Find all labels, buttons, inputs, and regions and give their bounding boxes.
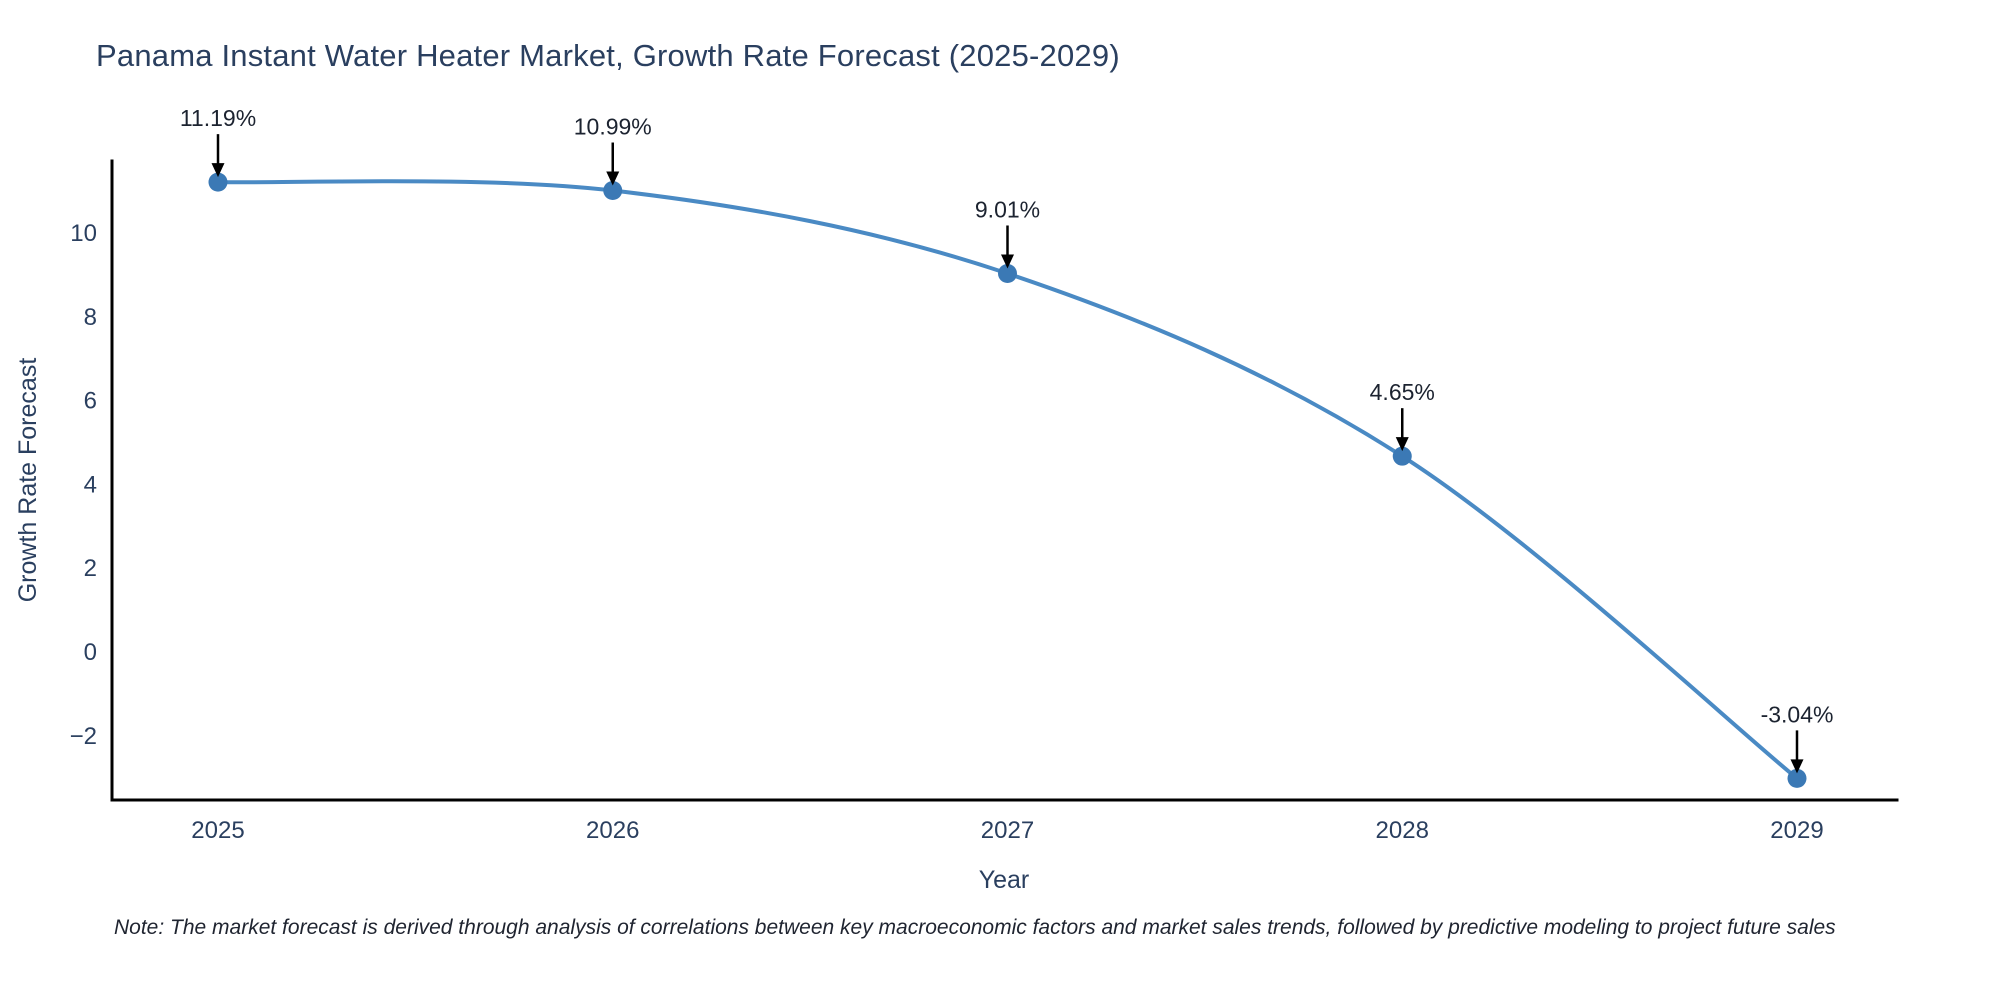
data-point-2026	[603, 181, 623, 201]
y-tick-label: −2	[70, 723, 97, 750]
data-point-markers	[208, 172, 1807, 788]
y-tick-label: 2	[84, 555, 97, 582]
x-axis-tick-labels: 2025 2026 2027 2028 2029	[191, 817, 1823, 844]
annotation-2029: -3.04%	[1761, 701, 1834, 774]
annotation-arrowhead-icon	[606, 171, 620, 186]
data-point-2029	[1787, 768, 1807, 788]
y-tick-label: 0	[84, 639, 97, 666]
y-tick-label: 10	[70, 220, 97, 247]
y-tick-label: 8	[84, 304, 97, 331]
x-tick-label: 2028	[1376, 817, 1429, 844]
x-tick-label: 2025	[191, 817, 244, 844]
series-line	[216, 179, 1799, 781]
annotation-label: 11.19%	[180, 105, 256, 131]
point-annotations: 11.19% 10.99% 9.01% 4.65% -3.04%	[180, 105, 1834, 774]
x-axis-title: Year	[979, 866, 1030, 894]
x-tick-label: 2026	[586, 817, 639, 844]
annotation-arrowhead-icon	[1001, 254, 1014, 269]
annotation-label: 10.99%	[574, 114, 652, 140]
x-tick-label: 2027	[981, 817, 1034, 844]
annotation-2028: 4.65%	[1370, 379, 1435, 452]
annotation-2025: 11.19%	[180, 105, 256, 178]
footnote: Note: The market forecast is derived thr…	[114, 916, 1836, 939]
annotation-label: -3.04%	[1761, 701, 1834, 727]
annotation-arrowhead-icon	[1395, 437, 1409, 452]
annotation-2027: 9.01%	[975, 196, 1040, 269]
data-point-2028	[1392, 446, 1412, 466]
y-tick-label: 6	[84, 388, 97, 415]
y-tick-label: 4	[84, 471, 97, 498]
y-axis-title: Growth Rate Forecast	[14, 358, 42, 603]
data-point-2027	[998, 263, 1017, 283]
axes	[110, 159, 1899, 802]
annotation-label: 9.01%	[975, 196, 1040, 222]
annotation-2026: 10.99%	[574, 114, 652, 186]
data-point-2025	[208, 172, 228, 192]
annotation-arrowhead-icon	[211, 163, 225, 178]
annotation-arrowhead-icon	[1790, 759, 1804, 774]
y-axis-tick-labels: −2 0 2 4 6 8 10	[70, 220, 97, 750]
chart-title: Panama Instant Water Heater Market, Grow…	[96, 38, 1120, 73]
x-tick-label: 2029	[1770, 817, 1823, 844]
annotation-label: 4.65%	[1370, 379, 1435, 405]
